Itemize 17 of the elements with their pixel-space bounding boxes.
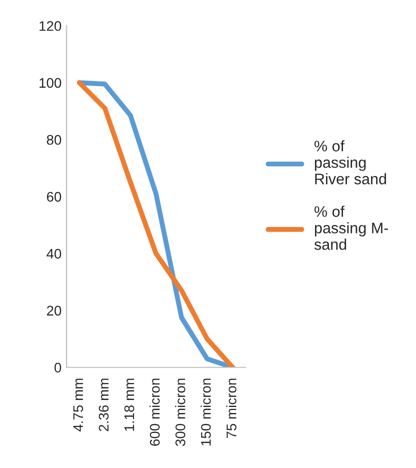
x-tick-label: 600 micron [150,378,160,446]
y-tick-label: 100 [40,78,62,88]
legend-label: % of passing River sand [314,140,386,184]
x-tick-label: 75 micron [226,378,236,438]
line-series [76,80,236,368]
y-tick-label: 0 [54,362,62,373]
y-tick-label: 80 [46,134,62,145]
legend-label: % of passing M- sand [314,206,388,250]
x-tick-label: 4.75 mm [73,378,84,432]
x-tick-label: 1.18 mm [124,378,134,431]
y-tick-label: 120 [40,21,62,31]
x-tick-label: 2.36 mm [98,378,109,432]
x-tick-label: 150 micron [200,378,211,446]
x-tick-label: 300 micron [175,378,186,446]
y-tick-label: 60 [46,192,62,202]
y-tick-label: 20 [46,306,62,316]
y-tick-label: 40 [46,248,62,259]
